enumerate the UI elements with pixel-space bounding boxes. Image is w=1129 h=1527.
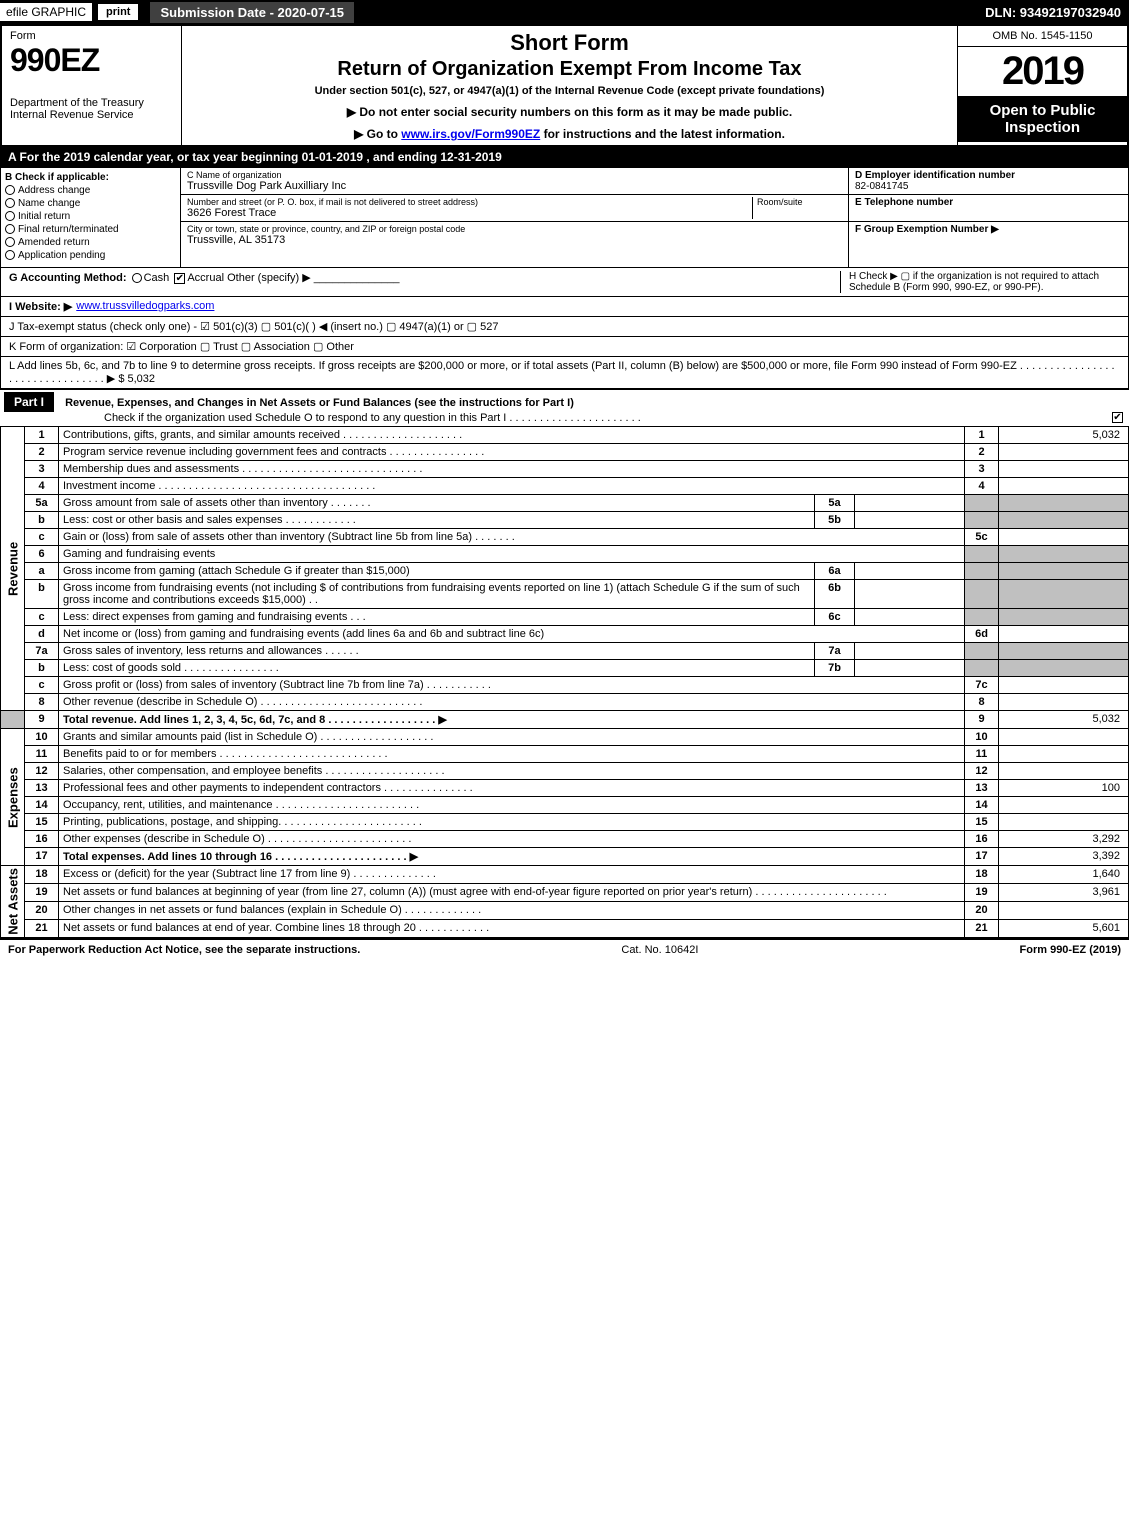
section-b: B Check if applicable: Address change Na… [1,168,181,267]
ein-cell: D Employer identification number 82-0841… [849,168,1128,195]
instr-2-pre: ▶ Go to [354,127,401,141]
l1-ln: 1 [965,427,999,444]
part1-label: Part I [4,392,54,412]
footer-right: Form 990-EZ (2019) [1020,944,1121,956]
form-number: 990EZ [10,42,173,79]
instr-1: ▶ Do not enter social security numbers o… [190,105,949,119]
d-label: D Employer identification number [855,170,1122,181]
top-bar: efile GRAPHIC print Submission Date - 20… [0,0,1129,24]
address-cell: Number and street (or P. O. box, if mail… [181,195,848,222]
website-link[interactable]: www.trussvilledogparks.com [76,300,214,313]
form-header: Form 990EZ Department of the Treasury In… [0,24,1129,147]
footer-mid: Cat. No. 10642I [621,944,698,956]
addr-val: 3626 Forest Trace [187,207,752,219]
part1-check-line: Check if the organization used Schedule … [4,412,1125,424]
row-i: I Website: ▶ www.trussvilledogparks.com [0,297,1129,317]
instr-2-post: for instructions and the latest informat… [540,127,785,141]
check-pending[interactable]: Application pending [5,250,176,261]
check-final[interactable]: Final return/terminated [5,224,176,235]
i-label: I Website: ▶ [9,300,72,313]
schedule-o-check[interactable] [1112,412,1123,423]
check-amended[interactable]: Amended return [5,237,176,248]
city-cell: City or town, state or province, country… [181,222,848,248]
header-right: OMB No. 1545-1150 2019 Open to Public In… [957,26,1127,145]
ein-val: 82-0841745 [855,181,1122,192]
netassets-vert: Net Assets [1,866,25,938]
open-public: Open to Public Inspection [958,96,1127,142]
row-j: J Tax-exempt status (check only one) - ☑… [0,317,1129,337]
submission-date: Submission Date - 2020-07-15 [150,2,354,23]
dept-label: Department of the Treasury Internal Reve… [10,97,173,121]
row-g-h: G Accounting Method: Cash Accrual Other … [0,268,1129,297]
dln-label: DLN: 93492197032940 [985,5,1129,20]
accrual-check[interactable] [174,273,185,284]
city-label: City or town, state or province, country… [187,224,842,234]
row-k: K Form of organization: ☑ Corporation ▢ … [0,337,1129,357]
addr-label: Number and street (or P. O. box, if mail… [187,197,752,207]
header-left: Form 990EZ Department of the Treasury In… [2,26,182,145]
under-section: Under section 501(c), 527, or 4947(a)(1)… [190,85,949,97]
print-button[interactable]: print [98,4,138,20]
omb-number: OMB No. 1545-1150 [958,26,1127,47]
short-form-title: Short Form [190,30,949,56]
check-address[interactable]: Address change [5,185,176,196]
section-c: C Name of organization Trussville Dog Pa… [181,168,848,267]
org-name-cell: C Name of organization Trussville Dog Pa… [181,168,848,195]
l1-num: 1 [25,427,59,444]
g-label: G Accounting Method: [9,272,127,284]
tax-year-line: A For the 2019 calendar year, or tax yea… [0,147,1129,167]
row-l: L Add lines 5b, 6c, and 7b to line 9 to … [0,357,1129,390]
page-footer: For Paperwork Reduction Act Notice, see … [0,938,1129,960]
city-val: Trussville, AL 35173 [187,234,842,246]
group-cell: F Group Exemption Number ▶ [849,222,1128,237]
cash-radio[interactable] [132,273,142,283]
check-name[interactable]: Name change [5,198,176,209]
g-accounting: G Accounting Method: Cash Accrual Other … [9,271,399,293]
l1-desc: Contributions, gifts, grants, and simila… [59,427,965,444]
irs-link[interactable]: www.irs.gov/Form990EZ [401,127,540,141]
expenses-vert: Expenses [1,729,25,866]
header-center: Short Form Return of Organization Exempt… [182,26,957,145]
check-initial[interactable]: Initial return [5,211,176,222]
e-label: E Telephone number [855,197,1122,208]
section-d-e-f: D Employer identification number 82-0841… [848,168,1128,267]
instr-2: ▶ Go to www.irs.gov/Form990EZ for instru… [190,127,949,141]
l1-val: 5,032 [999,427,1129,444]
c-label: C Name of organization [187,170,842,180]
org-name: Trussville Dog Park Auxilliary Inc [187,180,842,192]
efile-label: efile GRAPHIC [0,3,92,21]
tax-year: 2019 [958,47,1127,96]
room-label: Room/suite [757,197,842,207]
form-word: Form [10,30,173,42]
phone-cell: E Telephone number [849,195,1128,222]
lines-table: Revenue 1 Contributions, gifts, grants, … [0,426,1129,938]
f-label: F Group Exemption Number ▶ [855,224,1122,235]
b-label: B Check if applicable: [5,172,176,183]
revenue-vert: Revenue [1,427,25,711]
return-title: Return of Organization Exempt From Incom… [190,58,949,81]
part1-heading: Revenue, Expenses, and Changes in Net As… [65,397,574,409]
footer-left: For Paperwork Reduction Act Notice, see … [8,944,360,956]
h-box: H Check ▶ ▢ if the organization is not r… [840,271,1120,293]
part1-header-row: Part I Revenue, Expenses, and Changes in… [0,390,1129,426]
entity-block: B Check if applicable: Address change Na… [0,167,1129,268]
